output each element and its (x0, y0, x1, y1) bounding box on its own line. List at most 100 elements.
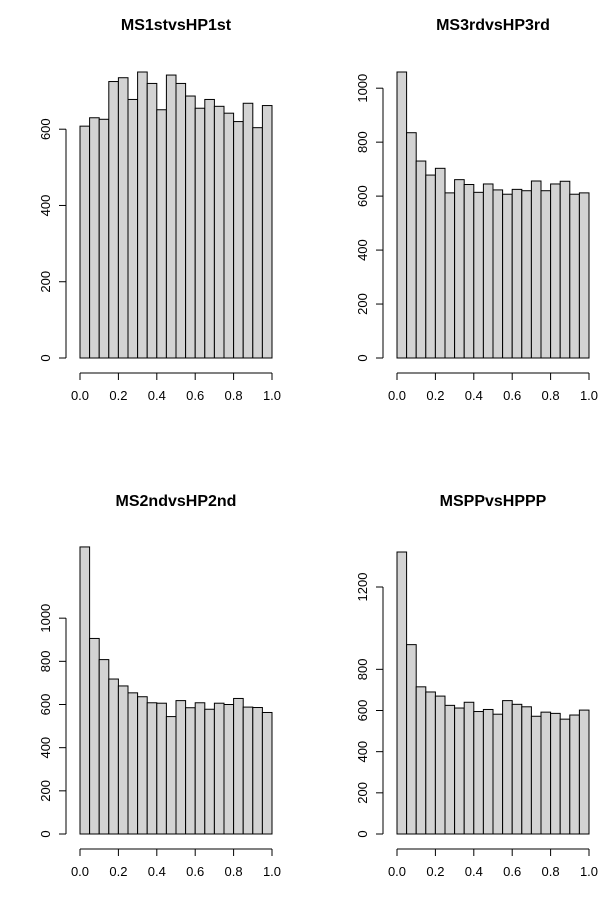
histogram-bar (578, 192, 590, 359)
chart-title: MS3rdvsHP3rd (436, 17, 550, 34)
histogram-bar (530, 715, 542, 835)
x-tick-label: 0.4 (148, 388, 166, 403)
histogram-bar (396, 551, 408, 835)
chart-title: MS1stvsHP1st (121, 17, 232, 34)
histogram-bar (79, 546, 91, 835)
histogram-bar (156, 109, 167, 359)
histogram-bar (156, 702, 167, 835)
histogram-bar (175, 700, 187, 835)
histogram-bar (146, 82, 158, 359)
histogram-bar (415, 160, 427, 359)
x-tick-label: 0.4 (465, 864, 483, 879)
histogram-bar (98, 118, 110, 359)
x-tick-label: 0.0 (71, 864, 89, 879)
histogram-bar (252, 127, 263, 359)
y-tick-label: 400 (38, 737, 53, 759)
histogram-bar (89, 117, 100, 359)
y-tick-label: 600 (355, 700, 370, 722)
y-tick-label: 800 (38, 650, 53, 672)
panel-ms1st-vs-hp1st: MS1stvsHP1st 0.0 0.2 0.4 0.6 0.8 1.0 0 200 400 60… (38, 17, 281, 403)
histogram-bar (185, 707, 196, 835)
y-tick-label: 1200 (355, 573, 370, 602)
histogram-bar (233, 121, 244, 359)
histogram-bar (194, 107, 206, 359)
histogram-bar (550, 712, 561, 835)
histogram-bar (396, 71, 408, 359)
histogram-bar (473, 191, 484, 359)
histogram-bar (559, 180, 571, 359)
histogram-bar (454, 707, 465, 835)
x-tick-label: 0.6 (186, 388, 204, 403)
histogram-bar (261, 105, 273, 359)
y-tick-label: 800 (355, 131, 370, 153)
histogram-bar (434, 695, 446, 835)
x-tick-label: 0.0 (71, 388, 89, 403)
histogram-bar (502, 700, 513, 835)
histogram-bar (213, 702, 225, 835)
histogram-bar (454, 179, 465, 359)
y-tick-label: 200 (38, 780, 53, 802)
histogram-bar (463, 701, 475, 835)
histogram-bar (117, 685, 129, 835)
histogram-bar (117, 77, 129, 359)
histogram-bar (473, 711, 484, 835)
x-tick-label: 1.0 (580, 864, 598, 879)
histogram-bar (569, 714, 580, 835)
x-tick-label: 0.6 (503, 864, 521, 879)
y-tick-label: 200 (355, 782, 370, 804)
histogram-bar (98, 659, 110, 835)
y-tick-label: 0 (38, 354, 53, 361)
histogram-bar (108, 81, 119, 359)
histogram-bar (492, 713, 504, 835)
x-tick-label: 0.0 (388, 388, 406, 403)
histogram-bar (165, 716, 177, 835)
histogram-bar (406, 132, 417, 359)
y-tick-label: 800 (355, 658, 370, 680)
panel-ms2nd-vs-hp2nd: MS2ndvsHP2nd 0.0 0.2 0.4 0.6 0.8 1.0 0 200 400 60… (38, 493, 281, 879)
histogram-bar (185, 95, 196, 359)
x-tick-label: 0.8 (542, 864, 560, 879)
histogram-bar (252, 707, 263, 835)
x-tick-label: 0.4 (148, 864, 166, 879)
chart-title: MS2ndvsHP2nd (116, 493, 237, 510)
histogram-bar (223, 704, 235, 835)
histogram-bar (511, 188, 523, 359)
histogram-bar (79, 125, 91, 359)
histogram-bar (559, 718, 571, 835)
x-tick-label: 0.8 (225, 388, 243, 403)
histogram-bar (550, 183, 561, 359)
histogram-bar (204, 98, 215, 359)
x-tick-label: 1.0 (580, 388, 598, 403)
x-tick-label: 0.6 (503, 388, 521, 403)
histogram-bar (482, 708, 494, 835)
histogram-bar (204, 708, 215, 835)
histogram-bar (242, 706, 254, 835)
histogram-bar (434, 167, 446, 359)
histogram-bar (415, 686, 427, 835)
panel-ms3rd-vs-hp3rd: MS3rdvsHP3rd 0.0 0.2 0.4 0.6 0.8 1.0 0 200 400 60… (355, 17, 598, 403)
histogram-bar (425, 174, 436, 359)
y-tick-label: 1000 (355, 74, 370, 103)
histogram-bar (233, 697, 244, 835)
histogram-bar (511, 703, 523, 835)
y-tick-label: 0 (355, 830, 370, 837)
x-tick-label: 0.8 (225, 864, 243, 879)
histogram-bar (261, 711, 273, 835)
histogram-bar (213, 105, 225, 359)
histogram-bar (444, 192, 456, 359)
y-tick-label: 600 (38, 118, 53, 140)
histogram-bar (406, 644, 417, 835)
x-tick-label: 0.8 (542, 388, 560, 403)
histogram-bar (242, 102, 254, 359)
histogram-bar (425, 691, 436, 835)
y-tick-label: 400 (38, 195, 53, 217)
histogram-bar (482, 183, 494, 359)
histogram-bar (127, 98, 139, 359)
histogram-bar (175, 82, 187, 359)
panel-mspp-vs-hppp: MSPPvsHPPP 0.0 0.2 0.4 0.6 0.8 1.0 0 200 400 600 8… (355, 493, 598, 879)
histogram-bar (89, 637, 100, 835)
histogram-bar (137, 696, 148, 835)
x-tick-label: 0.6 (186, 864, 204, 879)
x-tick-label: 1.0 (263, 388, 281, 403)
